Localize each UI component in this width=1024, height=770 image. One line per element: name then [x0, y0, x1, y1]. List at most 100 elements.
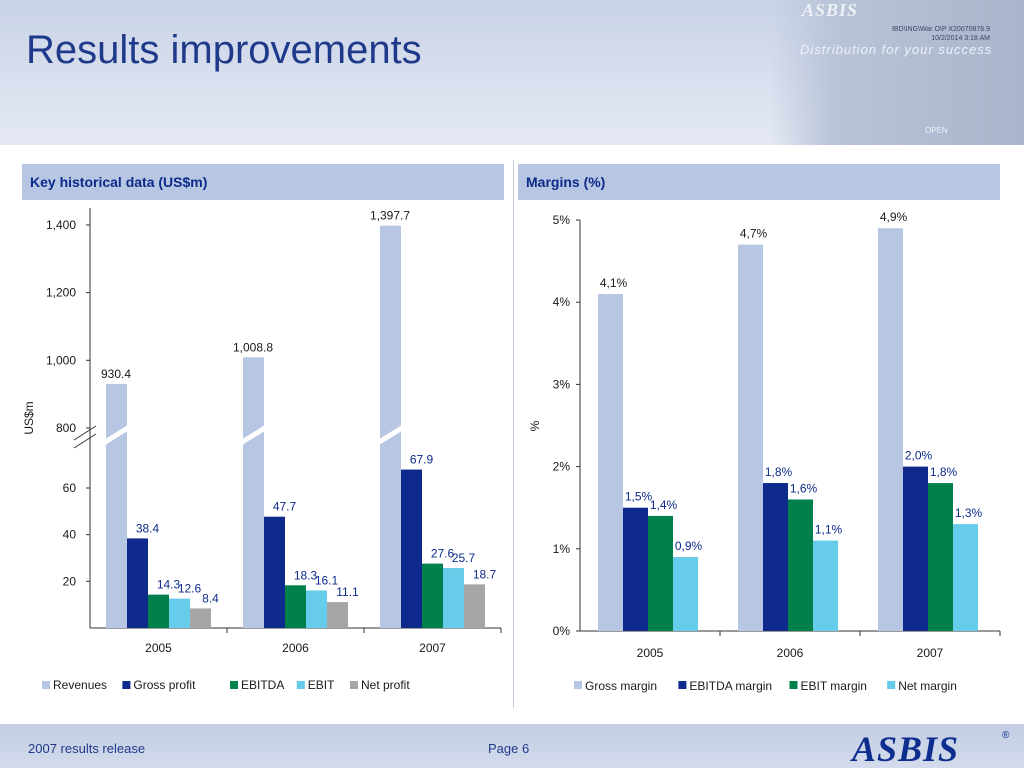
data-label: 25.7: [452, 551, 476, 565]
y-tick-label: 3%: [553, 377, 571, 391]
y-tick-label: 1,400: [46, 218, 76, 232]
bar: [763, 483, 788, 631]
bar: [169, 598, 190, 628]
bar: [878, 228, 903, 631]
data-label: 930.4: [101, 367, 131, 381]
x-tick-label: 2006: [777, 646, 804, 660]
bar: [327, 602, 348, 628]
panel-divider: [513, 160, 514, 708]
bar: [422, 563, 443, 628]
legend-swatch: [678, 681, 687, 689]
data-label: 27.6: [431, 547, 455, 561]
bar: [243, 357, 264, 628]
legend-label: Gross profit: [133, 678, 196, 692]
y-tick-label: 20: [63, 574, 77, 588]
bar: [285, 585, 306, 628]
x-tick-label: 2006: [282, 641, 309, 655]
legend-swatch: [574, 681, 582, 689]
data-label: 38.4: [136, 521, 160, 535]
slide-footer: 2007 results release Page 6 ASBIS ®: [0, 724, 1024, 769]
bar: [106, 383, 127, 628]
file-stamp-date: 10/2/2014 3:18 AM: [931, 35, 990, 42]
y-tick-label: 2%: [553, 460, 571, 474]
slide-header: ASBIS Distribution for your success OPEN…: [0, 0, 1024, 145]
data-label: 18.3: [294, 568, 318, 582]
bar: [127, 538, 148, 628]
registered-mark: ®: [1002, 730, 1010, 741]
x-tick-label: 2007: [419, 641, 446, 655]
legend-label: EBIT margin: [801, 679, 867, 693]
y-tick-label: 1,200: [46, 286, 76, 300]
y-axis-label: US$m: [22, 401, 36, 434]
data-label: 1,3%: [955, 506, 983, 520]
bar-break-mark: [374, 423, 407, 447]
axis-break-mark: [73, 425, 97, 441]
data-label: 1,8%: [765, 465, 793, 479]
x-tick-label: 2005: [637, 646, 664, 660]
data-label: 18.7: [473, 567, 497, 581]
legend-label: EBIT: [308, 678, 335, 692]
y-axis-label: %: [528, 420, 542, 431]
legend-swatch: [122, 681, 131, 689]
legend-swatch: [230, 681, 238, 689]
data-label: 1,008.8: [233, 340, 273, 354]
legend-label: Net profit: [361, 678, 410, 692]
data-label: 11.1: [336, 585, 359, 599]
footer-page-number: Page 6: [488, 741, 530, 756]
legend-label: EBITDA margin: [689, 679, 772, 693]
data-label: 12.6: [178, 582, 202, 596]
y-tick-label: 4%: [553, 295, 571, 309]
data-label: 47.7: [273, 500, 297, 514]
y-tick-label: 5%: [553, 213, 571, 227]
legend-swatch: [350, 681, 358, 689]
y-tick-label: 1,000: [46, 353, 76, 367]
bar: [380, 225, 401, 628]
data-label: 14.3: [157, 578, 181, 592]
y-tick-label: 60: [63, 481, 77, 495]
historical-data-chart: 20 40 60 800 1,000 1,200 1,400 US$m 2005 2006 2007…: [22, 208, 502, 692]
bar: [673, 557, 698, 631]
y-tick-label: 1%: [553, 542, 571, 556]
y-tick-label: 40: [63, 528, 77, 542]
bar: [401, 469, 422, 628]
file-stamp-path: IBD\ING\War O\P X20070876.9: [891, 26, 990, 33]
bar: [788, 499, 813, 631]
data-label: 16.1: [315, 573, 339, 587]
axis-break-mark: [73, 433, 97, 449]
data-label: 4,7%: [740, 227, 768, 241]
header-brand-text: ASBIS: [802, 0, 859, 20]
margins-chart: 0% 1% 2% 3% 4% 5%% 2005 2006 2007 4,1% 4,7% 4,9% 1,5…: [528, 210, 1001, 693]
data-label: 1,6%: [790, 481, 818, 495]
bar: [306, 590, 327, 628]
data-label: 4,9%: [880, 210, 908, 224]
bar: [148, 594, 169, 628]
right-panel-title: Margins (%): [518, 164, 1000, 200]
legend-swatch: [296, 681, 305, 689]
header-tagline: Distribution for your success: [800, 42, 993, 57]
y-tick-label: 800: [56, 421, 76, 435]
bar: [464, 584, 485, 628]
legend-swatch: [887, 681, 896, 689]
bar: [813, 540, 838, 631]
legend-label: EBITDA: [241, 678, 284, 692]
footer-release-label: 2007 results release: [28, 741, 146, 756]
left-panel-title: Key historical data (US$m): [22, 164, 504, 200]
data-label: 67.9: [410, 453, 434, 467]
x-tick-label: 2007: [917, 646, 944, 660]
page-title: Results improvements: [26, 28, 422, 72]
bar: [443, 568, 464, 628]
data-label: 1,5%: [625, 490, 653, 504]
header-photo-sign: OPEN: [925, 126, 948, 135]
bar: [903, 466, 928, 631]
data-label: 1,8%: [930, 465, 958, 479]
bar: [648, 515, 673, 631]
data-label: 1,4%: [650, 498, 678, 512]
bar: [264, 516, 285, 628]
bar: [190, 608, 211, 628]
bar: [928, 483, 953, 631]
bar-break-mark: [100, 423, 133, 447]
legend-label: Net margin: [898, 679, 957, 693]
legend-label: Gross margin: [585, 679, 657, 693]
legend-swatch: [42, 681, 50, 689]
data-label: 2,0%: [905, 449, 933, 463]
